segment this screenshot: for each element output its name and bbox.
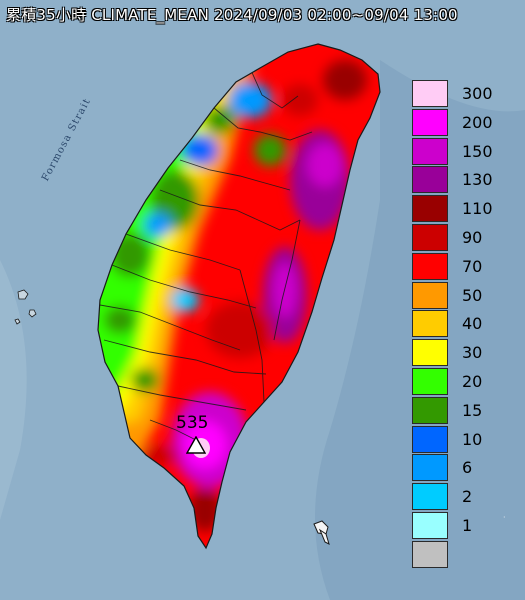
legend-label: 1 <box>462 516 473 535</box>
legend-swatch <box>412 396 448 424</box>
sea-shading-west <box>0 260 27 520</box>
legend-swatch <box>412 368 448 395</box>
legend-label: 15 <box>462 400 483 420</box>
legend-swatch <box>412 224 448 251</box>
legend-label: 10 <box>462 429 483 449</box>
orchid-island <box>318 528 330 545</box>
taiwan-coastline <box>97 43 381 550</box>
peak-triangle-icon <box>186 436 206 454</box>
legend-swatch <box>412 310 448 338</box>
legend-label: 30 <box>462 343 483 363</box>
peak-value-label: 535 <box>176 413 209 433</box>
legend-label: 90 <box>462 228 483 247</box>
color-legend: 300 200 150 130 110 90 70 50 40 30 20 15 10 6 2 1 <box>412 80 522 570</box>
legend-swatch <box>412 252 448 280</box>
legend-swatch <box>412 195 448 223</box>
legend-label: 6 <box>462 458 473 478</box>
green-island <box>313 520 329 535</box>
legend-label: 50 <box>462 285 483 305</box>
legend-swatch <box>412 137 448 165</box>
legend-swatch <box>412 483 448 511</box>
legend-label: 130 <box>462 170 493 190</box>
legend-swatch <box>412 281 448 309</box>
legend-swatch <box>412 80 448 107</box>
map-title: 累積35小時 CLIMATE_MEAN 2024/09/03 02:00~09/… <box>6 6 458 24</box>
legend-label: 200 <box>462 112 493 132</box>
legend-swatch <box>412 512 448 539</box>
legend-label: 40 <box>462 314 483 334</box>
legend-label: 300 <box>462 84 493 103</box>
legend-swatch <box>412 454 448 482</box>
legend-swatch <box>412 425 448 453</box>
legend-label: 2 <box>462 487 473 507</box>
legend-swatch <box>412 540 448 568</box>
corner-mark: · <box>503 513 506 522</box>
legend-label: 150 <box>462 141 493 161</box>
legend-swatch <box>412 108 448 136</box>
legend-swatch <box>412 339 448 367</box>
penghu-islands <box>14 289 37 325</box>
legend-label: 110 <box>462 199 493 219</box>
legend-label: 70 <box>462 256 483 276</box>
legend-swatch <box>412 166 448 194</box>
legend-label: 20 <box>462 372 483 391</box>
